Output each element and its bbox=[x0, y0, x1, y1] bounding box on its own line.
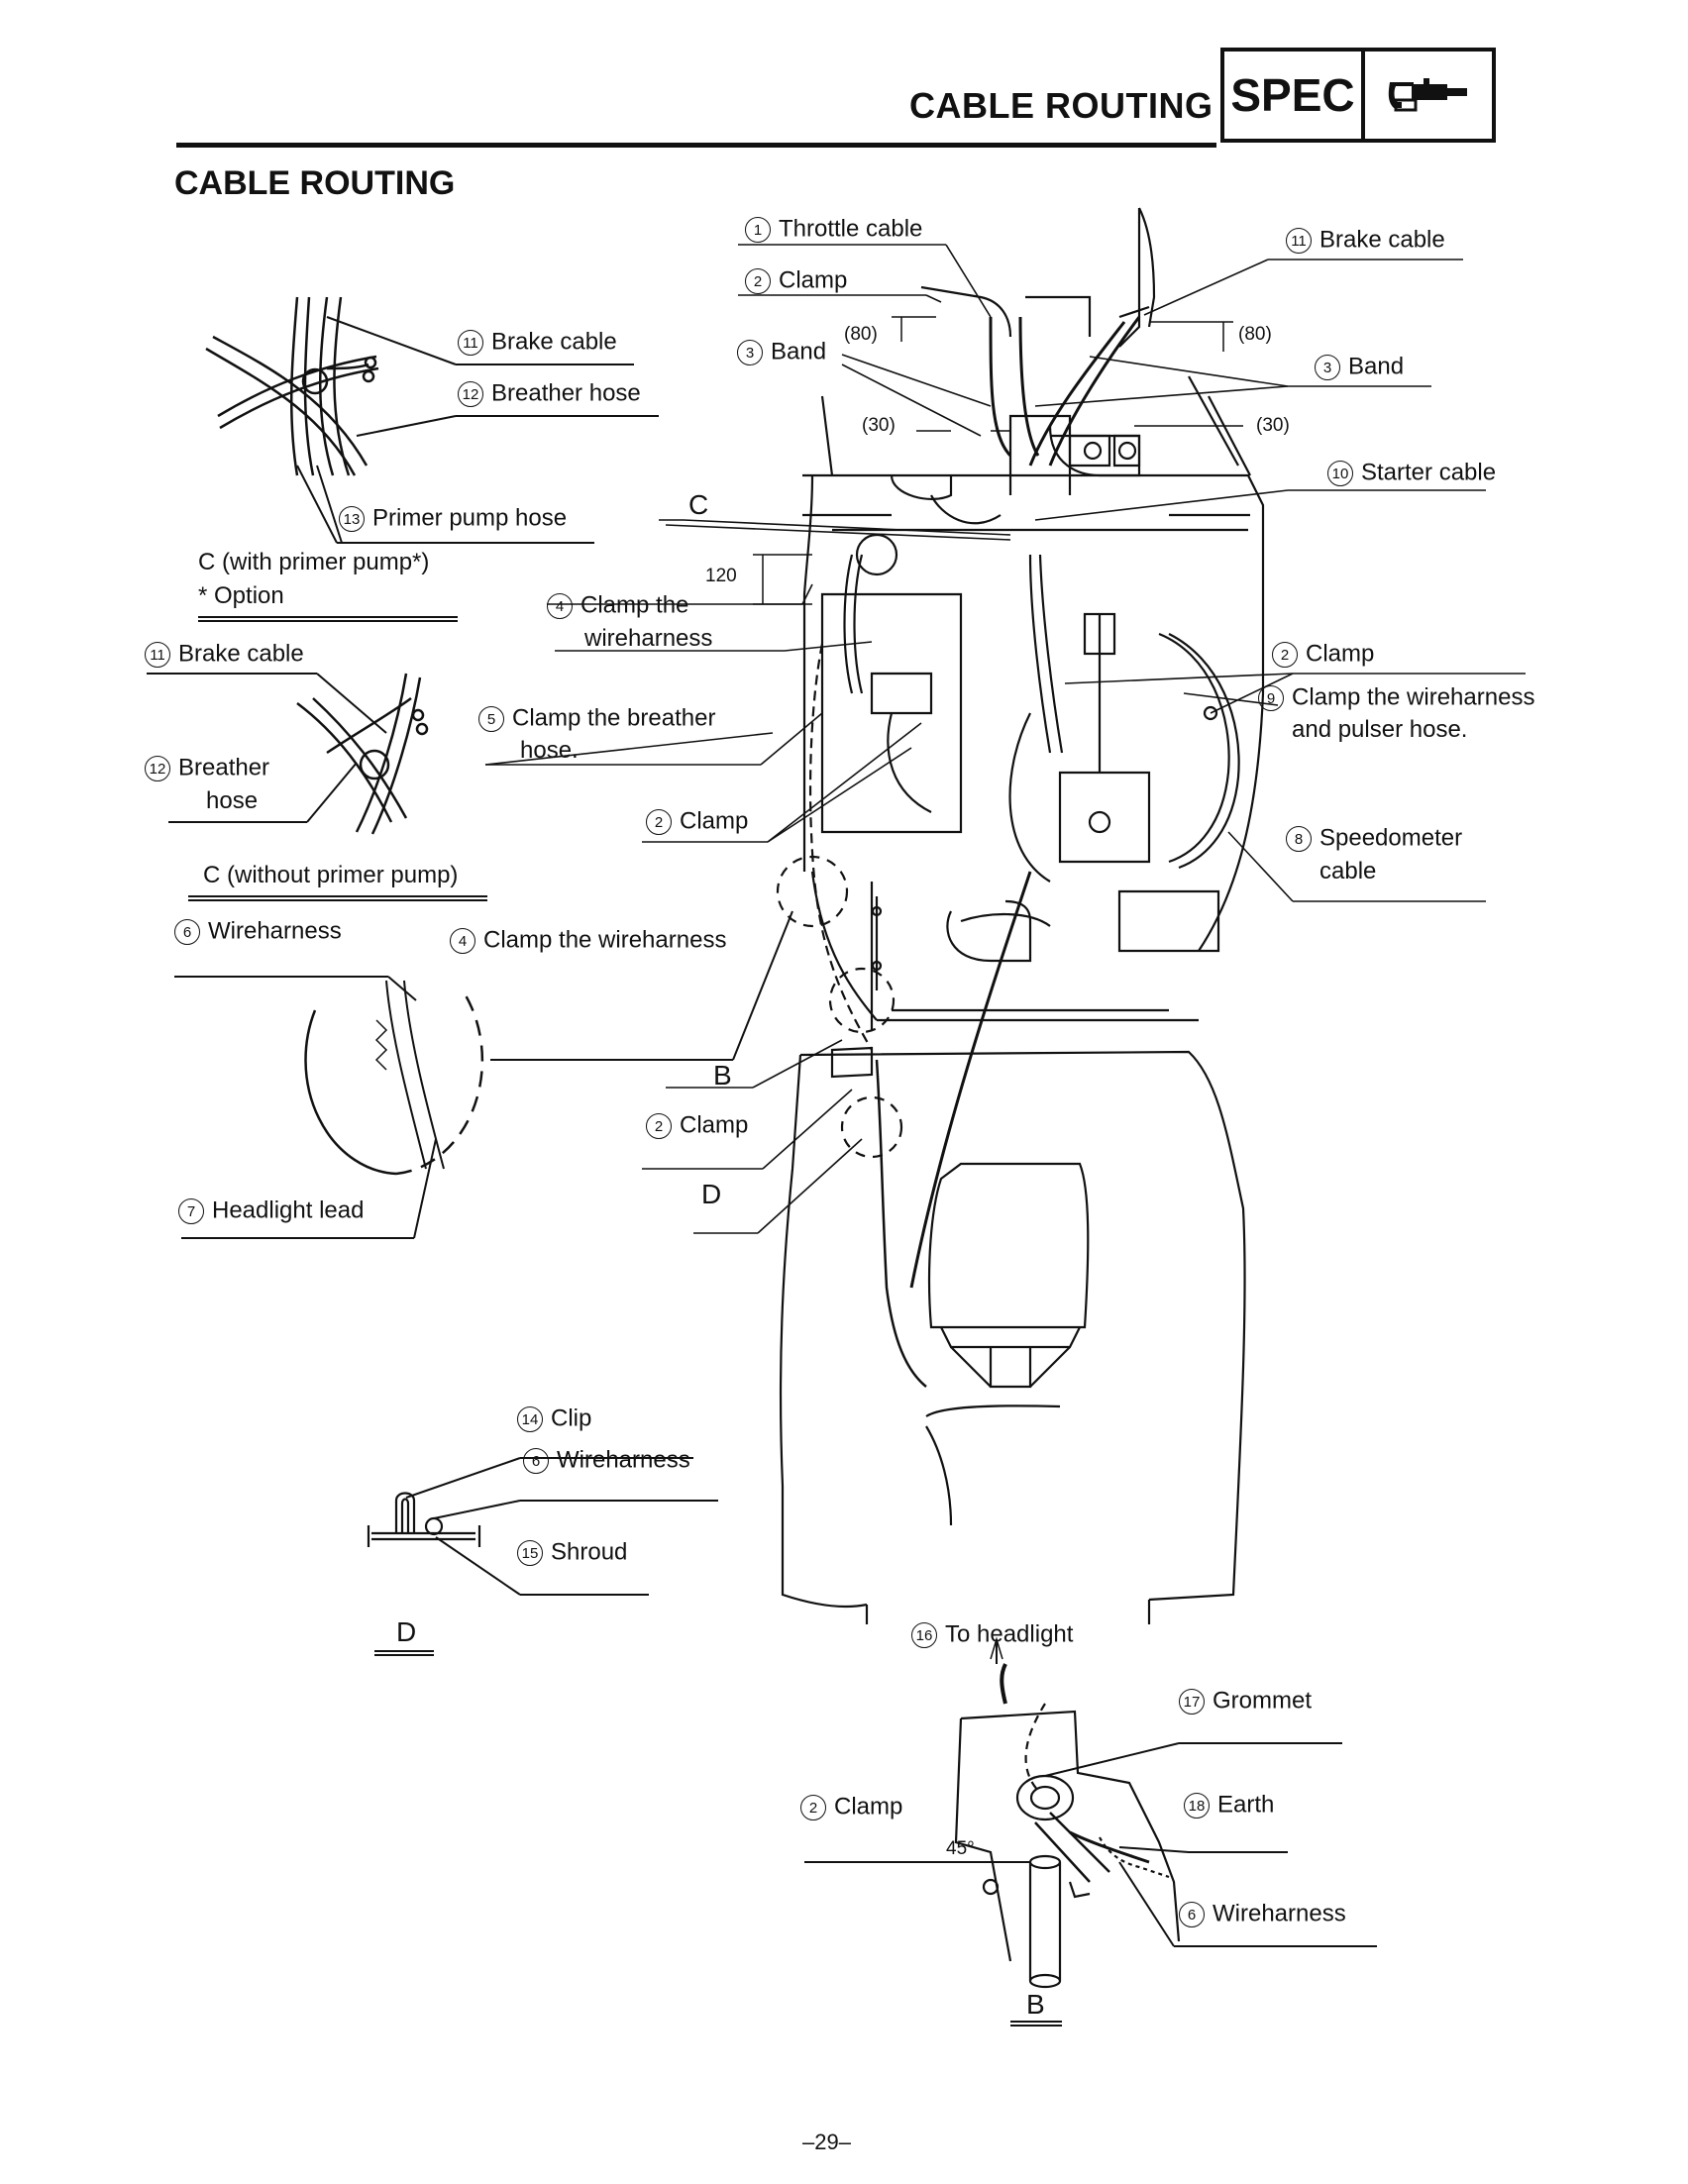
callout-b: B bbox=[713, 1060, 732, 1091]
header-rule bbox=[176, 143, 1216, 148]
detail-d-caption: D bbox=[396, 1616, 417, 1647]
label-band-left: 3 Band bbox=[737, 340, 826, 365]
label-clamp-b: 2 Clamp bbox=[646, 1113, 748, 1139]
label-starter-cable: 10 Starter cable bbox=[1327, 461, 1496, 486]
label-band-right: 3 Band bbox=[1315, 355, 1404, 380]
label-earth: 18 Earth bbox=[1184, 1793, 1274, 1819]
dim-80-right: (80) bbox=[1238, 324, 1272, 345]
label-clamp-pulser-2: and pulser hose. bbox=[1292, 716, 1468, 743]
callout-d: D bbox=[701, 1179, 722, 1209]
label-to-headlight: 16 To headlight bbox=[911, 1622, 1073, 1648]
spec-badge: SPEC bbox=[1220, 48, 1361, 143]
label-brake-cable-inset2: 11 Brake cable bbox=[145, 642, 304, 668]
label-speedometer: 8 Speedometer bbox=[1286, 826, 1462, 852]
header-title: CABLE ROUTING bbox=[909, 85, 1213, 126]
dim-30-left: (30) bbox=[862, 415, 896, 436]
label-clamp-top: 2 Clamp bbox=[745, 268, 847, 294]
detail-d-clip bbox=[367, 1492, 481, 1547]
detail-b-caption: B bbox=[1026, 1989, 1045, 2020]
label-cable: cable bbox=[1319, 858, 1377, 884]
caption-option: * Option bbox=[198, 582, 284, 609]
label-grommet: 17 Grommet bbox=[1179, 1689, 1312, 1715]
label-primer-pump-hose: 13 Primer pump hose bbox=[339, 506, 567, 532]
callout-c: C bbox=[688, 489, 709, 520]
label-shroud: 15 Shroud bbox=[517, 1540, 627, 1566]
inset-c-no-primer bbox=[296, 673, 429, 835]
label-wireharness-d: 6 Wireharness bbox=[523, 1448, 690, 1474]
label-clamp-mid: 2 Clamp bbox=[646, 809, 748, 835]
label-clamp-pulser: 9 Clamp the wireharness bbox=[1258, 685, 1534, 711]
wrench-spec-icon bbox=[1361, 48, 1496, 143]
dimension-marks bbox=[753, 316, 1243, 605]
label-clamp-wireharness-2: 4 Clamp the wireharness bbox=[450, 928, 726, 954]
label-brake-cable-top: 11 Brake cable bbox=[1286, 228, 1445, 254]
caption-with-primer: C (with primer pump*) bbox=[198, 549, 430, 575]
label-wireharness-b: 6 Wireharness bbox=[1179, 1902, 1346, 1927]
label-clamp-breather: 5 Clamp the breather bbox=[478, 706, 715, 732]
dim-30-right: (30) bbox=[1256, 415, 1290, 436]
dim-120: 120 bbox=[705, 566, 737, 586]
label-hose-inset2: hose bbox=[206, 787, 259, 814]
double-rule bbox=[188, 895, 487, 901]
label-wireharness-left: 6 Wireharness bbox=[174, 919, 342, 945]
vehicle-body bbox=[776, 207, 1265, 1624]
label-throttle-cable: 1 Throttle cable bbox=[745, 217, 922, 243]
label-brake-cable-inset: 11 Brake cable bbox=[458, 330, 617, 356]
label-wireharness-word: wireharness bbox=[584, 625, 713, 652]
dim-45: 45° bbox=[946, 1838, 975, 1859]
double-rule bbox=[198, 616, 458, 622]
label-clip: 14 Clip bbox=[517, 1406, 591, 1432]
label-hose-dot: hose. bbox=[520, 737, 579, 764]
section-title: CABLE ROUTING bbox=[174, 164, 456, 202]
label-clamp-right: 2 Clamp bbox=[1272, 642, 1374, 668]
double-rule bbox=[374, 1650, 434, 1656]
inset-wireharness-detail bbox=[304, 980, 484, 1176]
label-breather-inset2: 12 Breather bbox=[145, 756, 269, 781]
inset-c-primer bbox=[205, 296, 379, 476]
label-clamp-wireharness-1: 4 Clamp the bbox=[547, 593, 688, 619]
label-headlight-lead: 7 Headlight lead bbox=[178, 1198, 364, 1224]
page-number: –29– bbox=[802, 2130, 851, 2154]
caption-without-primer: C (without primer pump) bbox=[203, 862, 459, 888]
label-breather-hose-inset: 12 Breather hose bbox=[458, 381, 641, 407]
dim-80-left: (80) bbox=[844, 324, 878, 345]
label-clamp-bottom: 2 Clamp bbox=[800, 1795, 902, 1820]
double-rule bbox=[1010, 2021, 1062, 2027]
detail-b-grommet bbox=[954, 1663, 1181, 1989]
